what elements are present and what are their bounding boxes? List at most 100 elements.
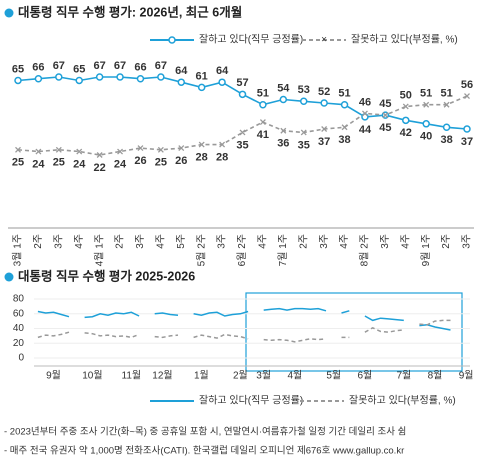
point — [197, 83, 206, 92]
x-tick-label: 1월 — [194, 370, 209, 382]
point — [116, 73, 124, 81]
data-label: 24 — [114, 158, 127, 170]
data-label: 61 — [196, 70, 208, 82]
data-label: 54 — [277, 82, 290, 94]
x-tick-label: 3주 — [380, 234, 391, 249]
point — [136, 74, 145, 83]
x-tick-label: 5주 — [176, 234, 187, 249]
point — [95, 73, 104, 81]
data-label: 28 — [196, 152, 208, 164]
x-tick-label: 2주 — [115, 234, 126, 249]
point — [76, 148, 83, 155]
x-tick-label: 3주 — [462, 234, 473, 249]
point — [35, 148, 42, 155]
title-bullet — [4, 8, 14, 18]
data-label: 35 — [298, 139, 310, 151]
x-tick-label: 3주 — [53, 234, 64, 249]
x-tick-label: 6월 — [358, 370, 373, 382]
data-label: 26 — [134, 155, 146, 167]
x-tick-label: 4주 — [258, 234, 269, 249]
x-tick-label: 9월 — [459, 370, 474, 382]
data-label: 50 — [400, 89, 412, 101]
data-label: 66 — [32, 62, 44, 74]
point — [320, 99, 328, 107]
legend-label: 잘하고 있다(직무 긍정률) — [199, 394, 303, 407]
data-label: 66 — [134, 62, 146, 74]
point — [402, 116, 410, 125]
x-tick-label: 8월 — [428, 370, 443, 382]
data-label: 51 — [440, 88, 452, 100]
data-label: 28 — [216, 152, 228, 164]
y-tick-label: 60 — [13, 308, 25, 319]
data-label: 35 — [236, 139, 248, 151]
point — [178, 145, 185, 152]
data-label: 24 — [73, 158, 86, 170]
point-stroke — [300, 129, 307, 136]
y-tick-label: 0 — [18, 353, 24, 364]
point — [14, 76, 22, 85]
point-stroke — [443, 101, 450, 108]
point-stroke — [321, 126, 328, 132]
data-label: 25 — [155, 157, 167, 169]
point — [55, 146, 62, 153]
x-tick-label: 2주 — [441, 234, 452, 249]
point — [341, 124, 348, 131]
x-tick-label: 5월 — [326, 370, 341, 382]
point-stroke — [361, 110, 368, 117]
data-label: 64 — [216, 65, 229, 77]
point — [157, 73, 165, 81]
point-stroke — [198, 141, 205, 148]
point-stroke — [423, 101, 430, 108]
legend-label: 잘하고 있다(직무 긍정률) — [199, 33, 303, 46]
data-label: 67 — [155, 60, 167, 72]
x-tick-label: 4주 — [74, 234, 85, 249]
point-stroke — [178, 145, 185, 152]
point-stroke — [35, 148, 42, 155]
x-tick-label: 4주 — [400, 234, 411, 249]
point — [15, 146, 21, 153]
x-tick-label: 3주 — [217, 234, 228, 249]
x-tick-label: 7월 — [396, 370, 411, 382]
point — [442, 123, 451, 132]
data-label: 53 — [298, 84, 310, 96]
point — [443, 101, 450, 108]
title-bullet — [4, 272, 14, 282]
point-stroke — [341, 124, 348, 131]
data-label: 64 — [175, 65, 188, 77]
point — [238, 90, 247, 99]
legend-marker: × — [321, 35, 327, 46]
point — [177, 78, 186, 86]
data-label: 45 — [379, 122, 391, 134]
x-tick-label: 4주 — [156, 234, 167, 249]
point — [218, 78, 226, 86]
data-label: 42 — [400, 127, 412, 139]
data-label: 38 — [440, 134, 452, 146]
x-tick-label: 9월 — [46, 370, 61, 382]
data-label: 52 — [318, 86, 330, 98]
point — [198, 141, 205, 148]
legend-marker — [168, 36, 176, 44]
point — [423, 101, 430, 108]
point — [382, 112, 389, 119]
x-tick-label: 5월 2주 — [195, 234, 207, 266]
x-tick-label: 2주 — [33, 234, 44, 249]
chart-title: 대통령 직무 수행 평가 2025-2026 — [18, 268, 195, 283]
point — [117, 148, 124, 155]
point — [340, 100, 349, 109]
point-stroke — [259, 119, 266, 126]
point-stroke — [96, 152, 103, 158]
point-stroke — [15, 146, 21, 153]
point — [259, 100, 267, 109]
x-tick-label: 7월 1주 — [277, 234, 289, 266]
data-label: 65 — [73, 63, 85, 75]
x-tick-label: 8월 2주 — [359, 234, 371, 266]
highlight-box — [245, 292, 463, 372]
point — [219, 141, 226, 148]
data-label: 57 — [236, 77, 248, 89]
series-line — [17, 95, 468, 156]
data-label: 22 — [94, 162, 106, 174]
data-label: 45 — [379, 98, 391, 110]
point-stroke — [402, 103, 409, 110]
point — [96, 152, 103, 158]
